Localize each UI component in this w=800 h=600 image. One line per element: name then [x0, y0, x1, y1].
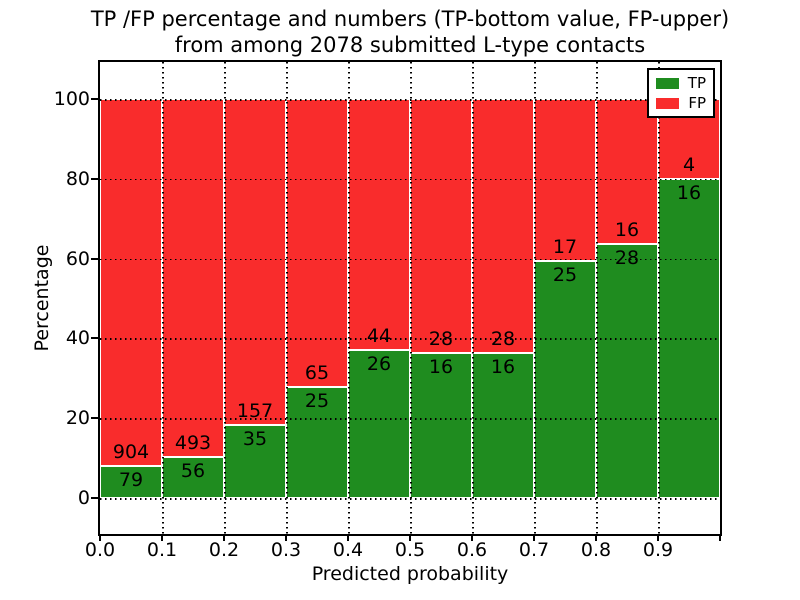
- legend-swatch-tp: [656, 77, 679, 89]
- v-gridline: [286, 62, 288, 534]
- tp-bar-segment: [286, 387, 348, 498]
- x-tick-mark: [285, 534, 287, 541]
- x-tick-label: 0.4: [332, 539, 364, 561]
- v-gridline: [658, 62, 660, 534]
- fp-count-label: 28: [490, 327, 516, 350]
- y-tick-mark: [91, 257, 98, 260]
- fp-count-label: 65: [304, 362, 330, 385]
- fp-count-label: 157: [236, 400, 274, 423]
- fp-count-label: 28: [428, 327, 454, 350]
- y-tick-mark: [91, 497, 98, 499]
- x-tick-mark: [533, 534, 535, 541]
- x-tick-label: 0.6: [456, 539, 488, 561]
- fp-count-label: 904: [112, 440, 150, 463]
- x-tick-label: 0.2: [208, 539, 240, 561]
- fp-count-label: 493: [174, 432, 212, 455]
- legend-box: TP FP: [647, 68, 715, 118]
- tp-count-label: 28: [614, 247, 640, 270]
- fp-bar-segment: [100, 99, 162, 466]
- v-gridline: [534, 62, 536, 534]
- x-tick-label: 0.1: [146, 539, 178, 561]
- y-tick-label: 20: [65, 407, 90, 430]
- fp-bar-segment: [286, 99, 348, 388]
- chart-title-line-2: from among 2078 submitted L-type contact…: [174, 33, 646, 57]
- fp-bar-segment: [348, 99, 410, 350]
- y-tick-label: 60: [65, 247, 90, 270]
- legend-label-tp: TP: [687, 74, 706, 92]
- fp-count-label: 4: [682, 153, 696, 176]
- y-tick-mark: [91, 98, 98, 100]
- tp-count-label: 26: [366, 352, 392, 375]
- y-tick-label: 100: [53, 88, 90, 110]
- fp-count-label: 44: [366, 324, 392, 347]
- v-gridline: [224, 62, 226, 534]
- v-gridline: [162, 62, 164, 534]
- tp-count-label: 56: [180, 460, 206, 483]
- chart-title: TP /FP percentage and numbers (TP-bottom…: [60, 6, 760, 58]
- x-tick-mark: [99, 534, 101, 541]
- fp-count-label: 16: [614, 219, 640, 242]
- v-gridline: [410, 62, 412, 534]
- tp-count-label: 25: [552, 263, 578, 286]
- x-tick-mark: [347, 534, 349, 541]
- fp-bar-segment: [472, 99, 534, 353]
- v-gridline: [596, 62, 598, 534]
- y-tick-label: 80: [65, 167, 90, 190]
- x-tick-mark: [161, 534, 163, 541]
- y-tick-mark: [91, 337, 98, 340]
- tp-bar-segment: [534, 260, 596, 498]
- legend-label-fp: FP: [688, 94, 706, 112]
- tp-bar-segment: [596, 244, 658, 498]
- v-gridline: [472, 62, 474, 534]
- x-tick-label: 0.9: [642, 539, 674, 561]
- tp-count-label: 16: [428, 355, 454, 378]
- x-tick-mark: [223, 534, 225, 541]
- y-tick-label: 40: [65, 327, 90, 350]
- chart-title-line-1: TP /FP percentage and numbers (TP-bottom…: [90, 7, 730, 31]
- tp-bar-segment: [410, 352, 472, 498]
- v-gridline: [348, 62, 350, 534]
- legend-item-tp: TP: [656, 74, 706, 92]
- tp-bar-segment: [100, 465, 162, 498]
- x-tick-label: 0.8: [580, 539, 612, 561]
- y-tick-label: 0: [77, 487, 90, 509]
- x-tick-mark: [657, 534, 659, 541]
- x-tick-mark: [471, 534, 473, 541]
- legend-swatch-fp: [656, 97, 680, 109]
- x-tick-label: 0.0: [84, 539, 116, 561]
- tp-count-label: 16: [490, 355, 516, 378]
- tp-bar-segment: [162, 457, 224, 498]
- x-tick-mark: [719, 534, 721, 541]
- y-tick-mark: [91, 177, 98, 180]
- x-tick-mark: [595, 534, 597, 541]
- fp-bar-segment: [224, 99, 286, 426]
- x-axis-label: Predicted probability: [311, 563, 509, 585]
- y-tick-mark: [91, 417, 98, 420]
- tp-count-label: 16: [676, 181, 702, 204]
- fp-bar-segment: [162, 99, 224, 458]
- tp-count-label: 79: [118, 468, 144, 491]
- tp-count-label: 25: [304, 390, 330, 413]
- tp-count-label: 35: [242, 428, 268, 451]
- legend-item-fp: FP: [656, 94, 706, 112]
- plot-inner: 904 79 493 56 157 35 65 25 44 26 28 16 28 16 17 25 16 28 4…: [91, 62, 721, 541]
- fp-count-label: 17: [552, 235, 578, 258]
- x-tick-label: 0.5: [394, 539, 426, 561]
- fp-bar-segment: [410, 99, 472, 353]
- x-tick-mark: [409, 534, 411, 541]
- x-tick-label: 0.7: [518, 539, 550, 561]
- x-tick-label: 0.3: [270, 539, 302, 561]
